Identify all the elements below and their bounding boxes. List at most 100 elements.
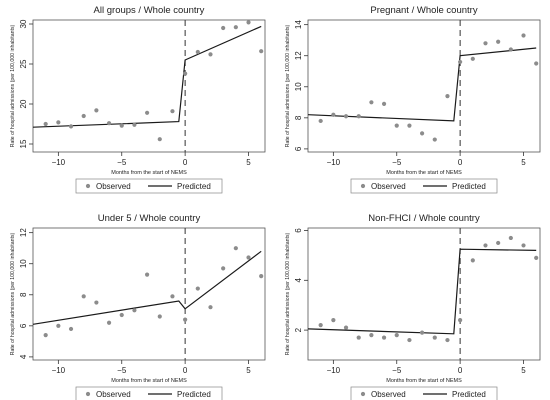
observed-point	[381, 335, 387, 340]
observed-point	[432, 137, 437, 142]
observed-point	[56, 120, 61, 125]
chart-panel-4: Non-FHCI / Whole country −10 −5 0 5 2 4 6 Months…	[285, 213, 541, 400]
observed-point	[81, 113, 86, 119]
observed-point	[318, 118, 323, 124]
plot-area	[307, 227, 541, 361]
x-tick-label: 5	[521, 158, 526, 167]
x-axis-label: Months from the start of NEMS	[386, 378, 462, 384]
observed-point	[331, 318, 336, 323]
observed-point	[183, 71, 188, 76]
observed-point	[419, 131, 425, 136]
x-tick-label: 0	[458, 366, 463, 375]
legend-observed-marker	[360, 391, 366, 397]
plot-area	[32, 19, 266, 153]
observed-point	[318, 323, 323, 328]
observed-point	[195, 286, 200, 291]
observed-point	[94, 300, 99, 305]
legend: Observed Predicted	[75, 386, 223, 400]
observed-point	[419, 330, 425, 335]
observed-point	[331, 112, 336, 117]
x-axis-label: Months from the start of NEMS	[111, 170, 187, 176]
legend-observed-label: Observed	[96, 182, 131, 191]
observed-point	[356, 114, 361, 119]
observed-point	[432, 335, 437, 340]
y-tick-label: 6	[294, 228, 303, 233]
y-tick-label: 10	[19, 259, 28, 268]
observed-point	[208, 305, 213, 310]
observed-point	[445, 93, 450, 99]
x-tick-label: 0	[183, 366, 188, 375]
x-tick-label: −5	[117, 158, 127, 167]
observed-point	[483, 41, 488, 46]
legend-observed-marker	[85, 391, 91, 397]
predicted-line	[32, 250, 262, 325]
y-tick-label: 4	[294, 278, 303, 283]
y-tick-label: 30	[19, 19, 28, 28]
observed-point	[356, 335, 361, 340]
legend-observed-label: Observed	[371, 390, 406, 399]
x-tick-label: 0	[458, 158, 463, 167]
y-tick-label: 25	[19, 59, 28, 68]
chart-panel-1: All groups / Whole country −10 −5 0 5 15 20 25 3…	[10, 5, 266, 194]
y-tick-label: 20	[19, 99, 28, 108]
observed-point	[508, 235, 513, 241]
legend: Observed Predicted	[75, 178, 223, 194]
predicted-line	[307, 248, 537, 335]
legend-predicted-label: Predicted	[177, 182, 211, 191]
observed-point	[43, 333, 48, 338]
chart-panel-2: Pregnant / Whole country −10 −5 0 5 6 8 10 12 14 M…	[285, 5, 541, 194]
observed-point	[458, 59, 463, 65]
x-tick-label: −10	[52, 366, 66, 375]
observed-point	[183, 317, 188, 322]
y-tick-label: 6	[294, 146, 303, 151]
chart-panel-3: Under 5 / Whole country −10 −5 0 5 4 6 8 10 12 Mon…	[10, 213, 266, 400]
observed-point	[496, 39, 501, 44]
observed-point	[132, 122, 137, 127]
legend-predicted-label: Predicted	[452, 390, 486, 399]
x-tick-label: −5	[117, 366, 127, 375]
observed-point	[521, 243, 526, 248]
observed-point	[470, 56, 475, 61]
observed-point	[157, 314, 162, 319]
observed-point	[119, 123, 124, 128]
observed-point	[458, 318, 463, 323]
y-tick-label: 8	[294, 115, 303, 120]
observed-point	[170, 294, 175, 299]
y-tick-label: 12	[294, 51, 303, 60]
observed-point	[81, 294, 86, 299]
predicted-line	[32, 25, 262, 128]
observed-point	[94, 108, 99, 113]
observed-point	[221, 25, 226, 31]
observed-point	[343, 114, 349, 119]
chart-title: Pregnant / Whole country	[370, 5, 477, 16]
observed-point	[407, 337, 412, 343]
observed-point	[195, 49, 200, 55]
y-axis-label: Rate of hospital admissions (per 100,000…	[285, 24, 291, 147]
x-tick-label: 0	[183, 158, 188, 167]
observed-point	[483, 243, 488, 248]
observed-point	[381, 101, 387, 106]
observed-point	[233, 25, 238, 30]
observed-point	[56, 323, 61, 328]
observed-point	[496, 240, 501, 246]
legend-observed-marker	[85, 183, 91, 189]
y-tick-label: 15	[19, 139, 28, 148]
y-tick-label: 14	[294, 20, 303, 29]
x-tick-label: −5	[392, 366, 402, 375]
x-tick-label: 5	[246, 158, 251, 167]
x-tick-label: −5	[392, 158, 402, 167]
plot-area	[32, 227, 266, 361]
x-tick-label: −10	[52, 158, 66, 167]
observed-point	[157, 137, 162, 142]
y-axis-label: Rate of hospital admissions (per 100,000…	[285, 232, 291, 355]
observed-point	[407, 123, 412, 128]
y-tick-label: 8	[19, 292, 28, 297]
y-tick-label: 4	[19, 354, 28, 359]
y-tick-label: 10	[294, 82, 303, 91]
x-tick-label: 5	[521, 366, 526, 375]
x-axis-label: Months from the start of NEMS	[386, 170, 462, 176]
chart-title: Under 5 / Whole country	[98, 213, 201, 224]
observed-point	[394, 123, 399, 128]
observed-point	[119, 312, 124, 318]
